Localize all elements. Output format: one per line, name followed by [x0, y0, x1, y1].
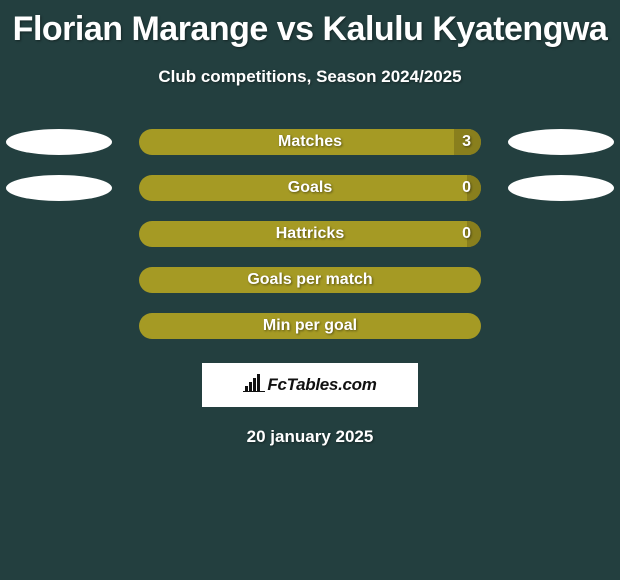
stat-label: Matches — [139, 129, 481, 155]
ellipse-left — [6, 129, 112, 155]
stat-label: Goals — [139, 175, 481, 201]
stat-label: Goals per match — [139, 267, 481, 293]
stat-value: 0 — [462, 175, 471, 201]
stat-row: Goals0 — [0, 175, 620, 201]
logo-box: FcTables.com — [202, 363, 418, 407]
stat-row: Goals per match — [0, 267, 620, 293]
stat-label: Hattricks — [139, 221, 481, 247]
stat-bar: Goals0 — [139, 175, 481, 201]
stat-row: Min per goal — [0, 313, 620, 339]
stat-rows: Matches3Goals0Hattricks0Goals per matchM… — [0, 129, 620, 339]
subtitle: Club competitions, Season 2024/2025 — [0, 67, 620, 87]
stat-bar: Min per goal — [139, 313, 481, 339]
ellipse-right — [508, 175, 614, 201]
page-title: Florian Marange vs Kalulu Kyatengwa — [0, 0, 620, 49]
date-text: 20 january 2025 — [0, 427, 620, 447]
stat-value: 0 — [462, 221, 471, 247]
logo-text: FcTables.com — [267, 375, 376, 395]
stat-label: Min per goal — [139, 313, 481, 339]
bar-chart-icon — [243, 374, 265, 397]
stat-value: 3 — [462, 129, 471, 155]
stat-row: Matches3 — [0, 129, 620, 155]
ellipse-left — [6, 175, 112, 201]
ellipse-right — [508, 129, 614, 155]
comparison-infographic: Florian Marange vs Kalulu Kyatengwa Club… — [0, 0, 620, 580]
stat-row: Hattricks0 — [0, 221, 620, 247]
stat-bar: Matches3 — [139, 129, 481, 155]
stat-bar: Hattricks0 — [139, 221, 481, 247]
stat-bar: Goals per match — [139, 267, 481, 293]
